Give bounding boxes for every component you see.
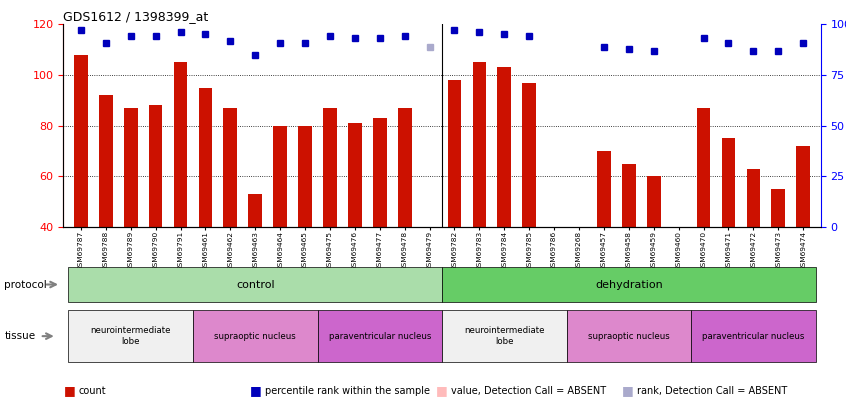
Bar	[298, 126, 312, 227]
Bar	[199, 87, 212, 227]
Text: protocol: protocol	[4, 279, 47, 290]
Bar	[473, 62, 486, 227]
Bar	[622, 164, 635, 227]
Bar	[746, 168, 761, 227]
Bar	[74, 55, 88, 227]
Bar	[497, 67, 511, 227]
Text: count: count	[79, 386, 107, 396]
Bar	[149, 105, 162, 227]
Text: supraoptic nucleus: supraoptic nucleus	[588, 332, 670, 341]
Bar	[173, 62, 187, 227]
Bar	[722, 138, 735, 227]
Text: paraventricular nucleus: paraventricular nucleus	[328, 332, 431, 341]
Bar	[124, 108, 138, 227]
Bar	[796, 146, 810, 227]
Bar	[772, 189, 785, 227]
Text: ■: ■	[250, 384, 261, 397]
Text: value, Detection Call = ABSENT: value, Detection Call = ABSENT	[451, 386, 606, 396]
Text: ■: ■	[63, 384, 75, 397]
Bar	[99, 95, 113, 227]
Text: control: control	[236, 279, 275, 290]
Bar	[348, 123, 362, 227]
Text: GDS1612 / 1398399_at: GDS1612 / 1398399_at	[63, 10, 209, 23]
Text: ■: ■	[622, 384, 634, 397]
Bar	[249, 194, 262, 227]
Text: ■: ■	[436, 384, 448, 397]
Text: rank, Detection Call = ABSENT: rank, Detection Call = ABSENT	[637, 386, 788, 396]
Bar	[398, 108, 411, 227]
Text: percentile rank within the sample: percentile rank within the sample	[265, 386, 430, 396]
Bar	[223, 108, 237, 227]
Bar	[323, 108, 337, 227]
Text: tissue: tissue	[4, 331, 36, 341]
Bar	[647, 176, 661, 227]
Bar	[522, 83, 536, 227]
Text: neurointermediate
lobe: neurointermediate lobe	[91, 326, 171, 346]
Bar	[448, 80, 461, 227]
Bar	[697, 108, 711, 227]
Text: supraoptic nucleus: supraoptic nucleus	[214, 332, 296, 341]
Text: neurointermediate
lobe: neurointermediate lobe	[464, 326, 545, 346]
Bar	[273, 126, 287, 227]
Bar	[373, 118, 387, 227]
Text: dehydration: dehydration	[595, 279, 662, 290]
Text: paraventricular nucleus: paraventricular nucleus	[702, 332, 805, 341]
Bar	[597, 151, 611, 227]
